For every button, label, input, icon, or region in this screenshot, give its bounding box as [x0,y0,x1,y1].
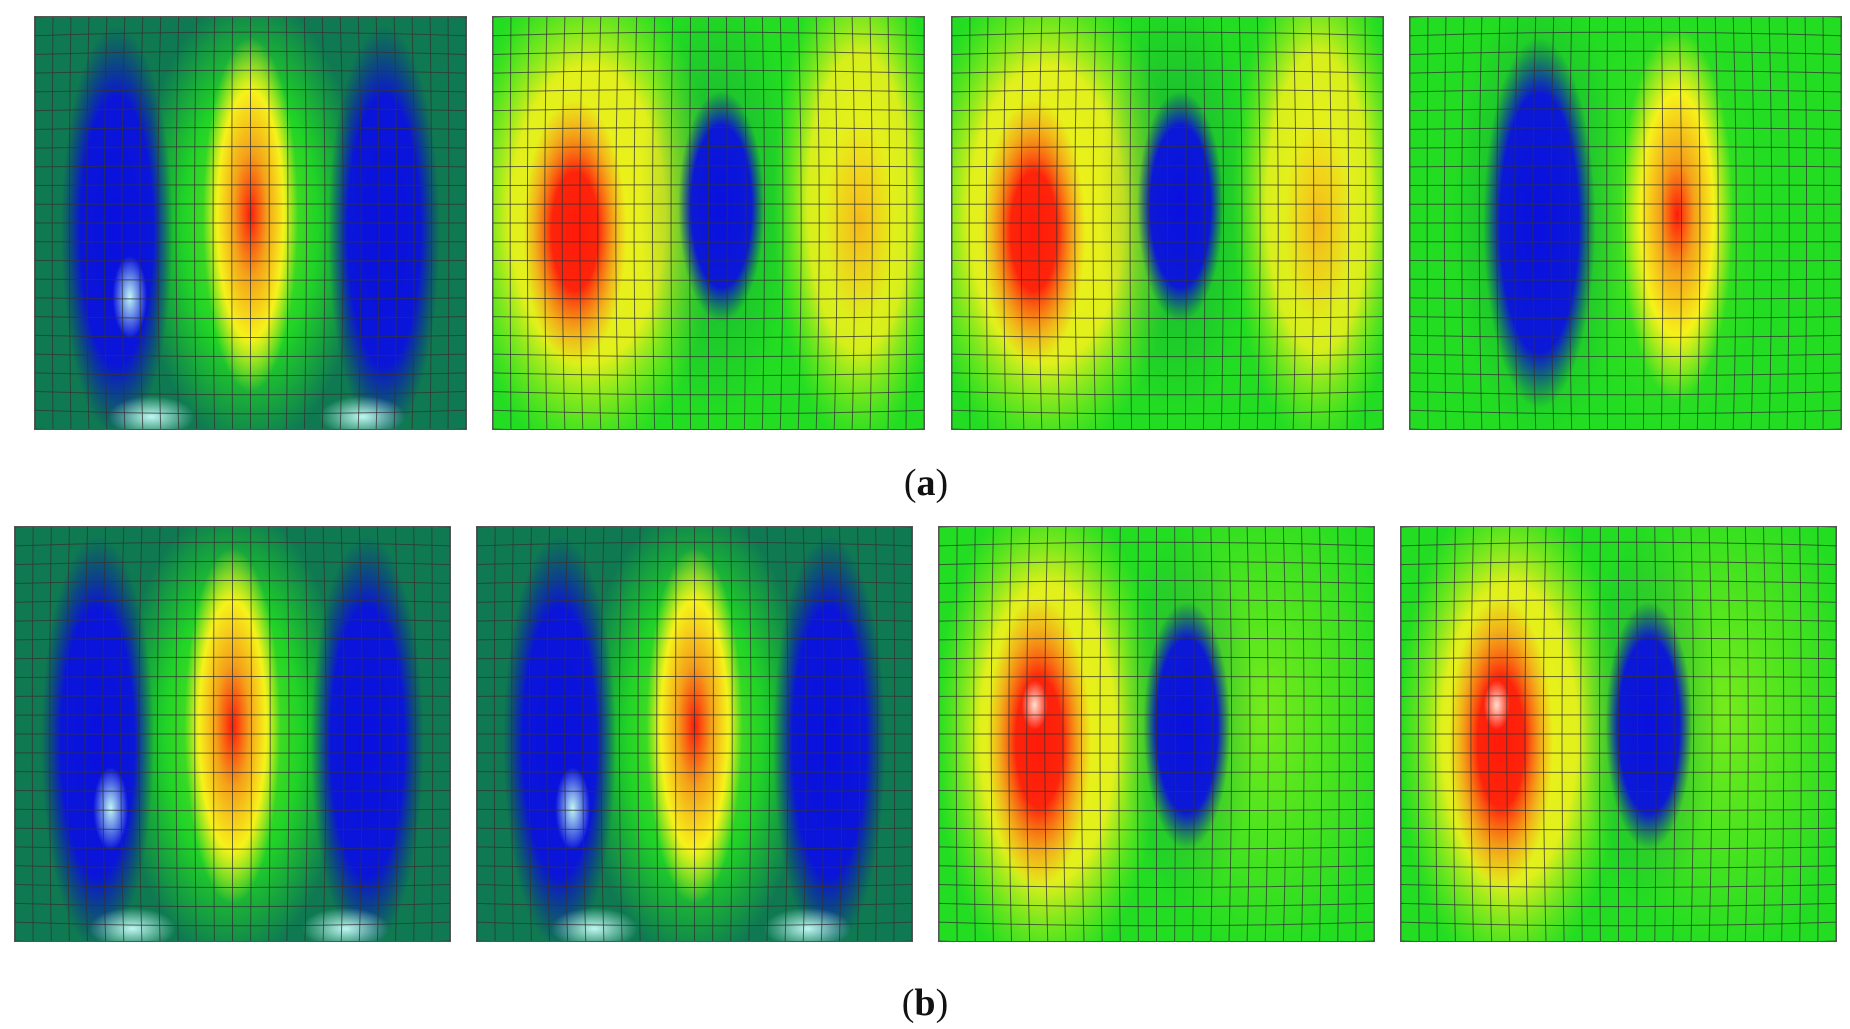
deformation-grid [15,527,450,941]
blue-core [678,91,765,322]
panel-a2 [492,16,925,430]
blue-lobe-right [772,535,886,941]
caption-a: (a) [903,462,949,504]
heatmap-a1 [35,17,466,429]
blue-core [1605,601,1693,850]
red-core [986,597,1092,888]
heatmap-a3 [952,17,1383,429]
highlight [1483,680,1510,730]
heatmap-b3 [939,527,1374,941]
red-core [1448,597,1554,888]
highlight-left [112,255,148,339]
deformation-grid [477,527,912,941]
red-core [523,99,627,364]
caption-b-letter: b [914,982,936,1024]
deformation-grid [1401,527,1836,941]
deformation-grid [35,17,466,429]
caption-a-letter: a [916,462,936,504]
highlight-left [93,767,129,850]
blue-lobe-left [503,535,617,941]
panel-a4 [1409,16,1842,430]
heatmap-b1 [15,527,450,941]
highlight-bottom-left [88,907,176,941]
deformation-grid [952,17,1383,429]
panel-a3 [951,16,1384,430]
heatmap-b2 [477,527,912,941]
heatmap-a2 [493,17,924,429]
blue-core [1137,91,1224,322]
highlight-bottom-left [108,396,195,429]
blue-lobe-left [41,535,155,941]
panel-b3 [938,526,1375,942]
red-core [1621,29,1734,401]
red-core [982,99,1086,364]
panel-b2 [476,526,913,942]
caption-b: (b) [901,982,949,1024]
blue-lobe-right [328,25,441,429]
highlight-bottom-left [550,907,638,941]
heatmap-a4 [1410,17,1841,429]
panel-b1 [14,526,451,942]
panel-a1 [34,16,467,430]
panel-b4 [1400,526,1837,942]
deformation-grid [1410,17,1841,429]
highlight-left [555,767,591,850]
blue-lobe-left [60,25,173,429]
deformation-grid [939,527,1374,941]
blue-lobe-right [310,535,424,941]
deformation-grid [493,17,924,429]
blue-core [1143,601,1231,850]
highlight [1021,680,1048,730]
heatmap-b4 [1401,527,1836,941]
